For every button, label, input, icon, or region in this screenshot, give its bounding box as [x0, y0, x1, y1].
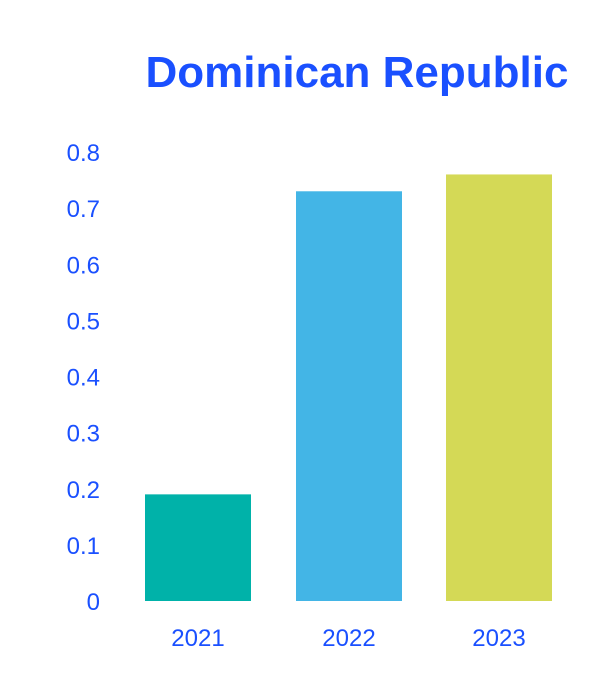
y-tick-label: 0.4 — [67, 365, 100, 392]
x-tick-label: 2023 — [472, 625, 525, 652]
y-tick-label: 0.3 — [67, 421, 100, 448]
x-tick-label: 2022 — [322, 625, 375, 652]
bar-2022 — [296, 191, 402, 601]
x-axis-ticks: 2021 2022 2023 — [171, 625, 525, 652]
y-tick-label: 0.8 — [67, 140, 100, 167]
y-tick-label: 0.2 — [67, 477, 100, 504]
y-tick-label: 0.1 — [67, 533, 100, 560]
y-axis-ticks: 0 0.1 0.2 0.3 0.4 0.5 0.6 0.7 0.8 — [67, 140, 100, 616]
y-tick-label: 0.7 — [67, 196, 100, 223]
y-tick-label: 0 — [87, 589, 100, 616]
chart-title: Dominican Republic — [146, 48, 569, 97]
bar-2023 — [446, 174, 552, 601]
bar-2021 — [145, 494, 251, 601]
x-tick-label: 2021 — [171, 625, 224, 652]
bars — [145, 174, 552, 601]
y-tick-label: 0.6 — [67, 252, 100, 279]
y-tick-label: 0.5 — [67, 308, 100, 335]
